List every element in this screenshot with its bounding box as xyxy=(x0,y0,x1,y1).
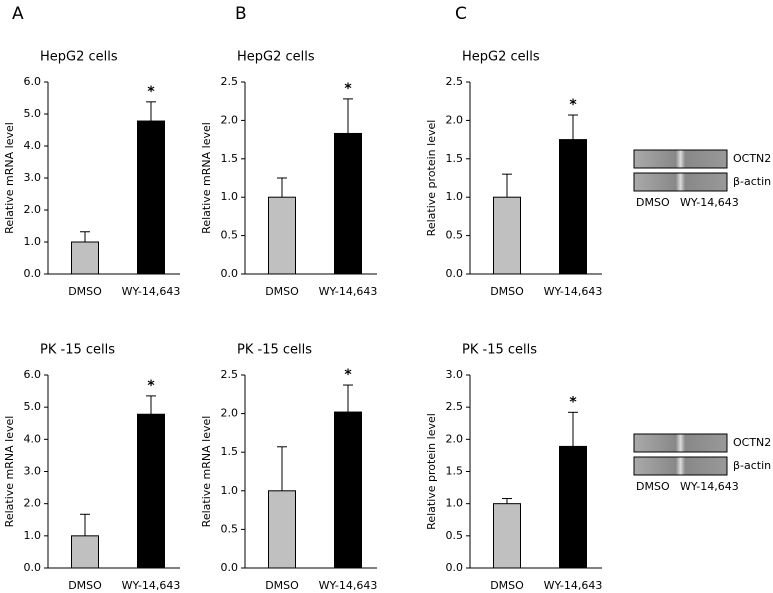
bar xyxy=(559,139,587,275)
y-tick-label: 0.0 xyxy=(446,561,464,574)
y-tick-label: 1.5 xyxy=(446,465,464,478)
y-axis-label: Relative protein level xyxy=(425,120,438,237)
x-tick-label: DMSO xyxy=(265,579,299,592)
y-tick-label: 2.0 xyxy=(24,497,42,510)
x-tick-label: WY-14,643 xyxy=(319,285,378,298)
y-tick-label: 0.0 xyxy=(24,561,42,574)
y-tick-label: 2.5 xyxy=(446,400,464,413)
bar xyxy=(268,196,296,275)
x-tick-label: WY-14,643 xyxy=(544,579,603,592)
blot-band xyxy=(633,172,728,192)
y-tick-label: 2.0 xyxy=(221,113,239,126)
x-tick-label: WY-14,643 xyxy=(544,285,603,298)
chart-title: HepG2 cells xyxy=(237,50,315,65)
y-tick-label: 2.5 xyxy=(221,75,239,88)
significance-marker: * xyxy=(344,367,352,383)
y-tick-label: 5.0 xyxy=(24,107,42,120)
y-tick-label: 3.0 xyxy=(24,465,42,478)
x-tick-label: DMSO xyxy=(490,285,524,298)
bar xyxy=(71,241,99,275)
y-tick-label: 5.0 xyxy=(24,400,42,413)
y-tick-label: 6.0 xyxy=(24,75,42,88)
y-tick-label: 4.0 xyxy=(24,432,42,445)
y-tick-label: 1.0 xyxy=(24,235,42,248)
panel-letter: A xyxy=(12,4,24,24)
panel-letter: B xyxy=(235,4,247,24)
chart-title: HepG2 cells xyxy=(40,50,118,65)
y-tick-label: 2.0 xyxy=(24,203,42,216)
y-tick-label: 1.0 xyxy=(24,529,42,542)
bar xyxy=(268,490,296,569)
blot-lane-label: DMSO xyxy=(636,196,670,209)
y-tick-label: 4.0 xyxy=(24,139,42,152)
x-tick-label: WY-14,643 xyxy=(319,579,378,592)
blot-lane-label: WY-14,643 xyxy=(680,480,739,493)
y-tick-label: 3.0 xyxy=(446,368,464,381)
y-tick-label: 0.0 xyxy=(221,561,239,574)
blot-lane-label: WY-14,643 xyxy=(680,196,739,209)
panel-letter: C xyxy=(455,4,467,24)
y-tick-label: 0.5 xyxy=(221,229,239,242)
x-tick-label: DMSO xyxy=(265,285,299,298)
bar xyxy=(137,120,165,275)
bar xyxy=(334,132,362,275)
x-tick-label: DMSO xyxy=(68,285,102,298)
blot-band xyxy=(633,149,728,169)
y-tick-label: 1.5 xyxy=(221,445,239,458)
y-tick-label: 0.0 xyxy=(24,267,42,280)
chart-title: PK -15 cells xyxy=(237,343,312,358)
bar xyxy=(334,411,362,569)
significance-marker: * xyxy=(569,394,577,410)
blot-lane-label: DMSO xyxy=(636,480,670,493)
chart-title: PK -15 cells xyxy=(462,343,537,358)
significance-marker: * xyxy=(569,97,577,113)
blot-band-label: OCTN2 xyxy=(733,152,771,165)
bar xyxy=(493,503,521,569)
y-tick-label: 2.0 xyxy=(446,113,464,126)
bar xyxy=(559,445,587,569)
y-axis-label: Relative mRNA level xyxy=(200,122,213,234)
y-tick-label: 2.0 xyxy=(221,407,239,420)
x-tick-label: DMSO xyxy=(68,579,102,592)
significance-marker: * xyxy=(147,378,155,394)
y-axis-label: Relative mRNA level xyxy=(200,416,213,528)
blot-band xyxy=(633,456,728,476)
bar xyxy=(137,413,165,569)
y-tick-label: 3.0 xyxy=(24,171,42,184)
y-tick-label: 0.0 xyxy=(221,267,239,280)
y-axis-label: Relative mRNA level xyxy=(3,416,16,528)
y-tick-label: 1.0 xyxy=(446,190,464,203)
blot-band-label: OCTN2 xyxy=(733,436,771,449)
chart-title: HepG2 cells xyxy=(462,50,540,65)
y-tick-label: 1.0 xyxy=(446,497,464,510)
blot-band-label: β-actin xyxy=(733,459,771,472)
y-axis-label: Relative protein level xyxy=(425,413,438,530)
y-tick-label: 2.5 xyxy=(221,368,239,381)
x-tick-label: WY-14,643 xyxy=(122,285,181,298)
y-tick-label: 0.5 xyxy=(446,229,464,242)
y-tick-label: 1.0 xyxy=(221,190,239,203)
bar xyxy=(71,535,99,569)
y-tick-label: 0.0 xyxy=(446,267,464,280)
y-tick-label: 2.5 xyxy=(446,75,464,88)
y-tick-label: 0.5 xyxy=(221,522,239,535)
blot-band-label: β-actin xyxy=(733,175,771,188)
significance-marker: * xyxy=(147,84,155,100)
y-tick-label: 0.5 xyxy=(446,529,464,542)
y-tick-label: 6.0 xyxy=(24,368,42,381)
x-tick-label: WY-14,643 xyxy=(122,579,181,592)
y-tick-label: 1.5 xyxy=(221,152,239,165)
chart-title: PK -15 cells xyxy=(40,343,115,358)
y-axis-label: Relative mRNA level xyxy=(3,122,16,234)
y-tick-label: 1.5 xyxy=(446,152,464,165)
bar xyxy=(493,196,521,275)
significance-marker: * xyxy=(344,81,352,97)
blot-band xyxy=(633,433,728,453)
y-tick-label: 1.0 xyxy=(221,484,239,497)
x-tick-label: DMSO xyxy=(490,579,524,592)
y-tick-label: 2.0 xyxy=(446,432,464,445)
